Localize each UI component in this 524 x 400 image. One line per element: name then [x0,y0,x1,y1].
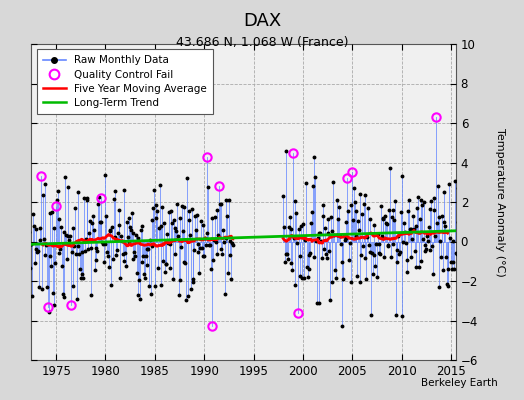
Legend: Raw Monthly Data, Quality Control Fail, Five Year Moving Average, Long-Term Tren: Raw Monthly Data, Quality Control Fail, … [37,49,213,114]
Text: Berkeley Earth: Berkeley Earth [421,378,498,388]
Text: DAX: DAX [243,12,281,30]
Text: 43.686 N, 1.068 W (France): 43.686 N, 1.068 W (France) [176,36,348,49]
Y-axis label: Temperature Anomaly (°C): Temperature Anomaly (°C) [495,128,505,276]
